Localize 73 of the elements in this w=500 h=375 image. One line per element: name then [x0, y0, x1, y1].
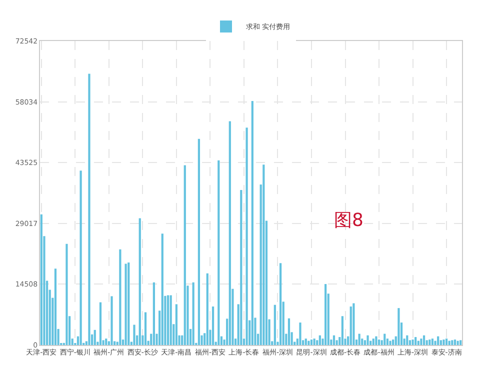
bar [274, 304, 276, 345]
bar [341, 316, 344, 345]
bar [105, 338, 108, 345]
bar [152, 282, 155, 345]
bar [166, 295, 170, 345]
bar [119, 249, 122, 345]
bar [170, 295, 172, 345]
bar [144, 312, 147, 345]
bar [324, 284, 327, 345]
bar [437, 336, 440, 345]
bar [442, 340, 445, 345]
annotation: 图8 [334, 210, 364, 231]
bar [460, 340, 462, 345]
bar [88, 74, 90, 345]
bar [66, 244, 68, 345]
bar [138, 218, 141, 345]
bar [454, 340, 456, 345]
bar [358, 334, 360, 345]
bar [389, 340, 392, 345]
bar [451, 340, 454, 345]
bar [366, 335, 369, 345]
bar [218, 160, 220, 345]
bar [372, 338, 374, 345]
bar [378, 340, 380, 345]
bar [206, 273, 208, 345]
bar [310, 340, 313, 345]
bar [384, 334, 386, 345]
bar [212, 306, 214, 345]
bar [240, 190, 242, 345]
bar [318, 335, 321, 345]
bar [440, 340, 442, 345]
bar [456, 340, 459, 345]
bar [184, 165, 186, 345]
bar [94, 330, 96, 345]
bar [288, 318, 290, 345]
bar [304, 338, 307, 345]
bar [228, 121, 231, 345]
bar [420, 338, 422, 345]
bar [352, 303, 355, 345]
bar [198, 138, 200, 345]
bar [445, 338, 448, 345]
bar [128, 262, 130, 345]
bar [99, 302, 102, 345]
bar [262, 164, 265, 345]
bar [431, 338, 434, 345]
bar [412, 340, 414, 345]
bar [175, 304, 178, 345]
bar [398, 308, 400, 345]
bar [350, 306, 352, 345]
bar [434, 340, 436, 345]
bar [332, 335, 336, 345]
bar [279, 263, 282, 345]
bar [40, 214, 42, 345]
bar [299, 322, 302, 345]
bar [308, 340, 310, 345]
bar [417, 340, 420, 345]
bar [422, 335, 426, 345]
bar [192, 282, 194, 345]
bar [133, 324, 136, 345]
bar [414, 337, 417, 345]
bar [392, 340, 394, 345]
bar [110, 296, 113, 345]
bar [80, 170, 82, 345]
bar [375, 336, 378, 345]
bar [313, 338, 316, 345]
bar [54, 268, 57, 345]
bar [448, 340, 450, 345]
bar [246, 128, 248, 345]
bar [251, 101, 254, 345]
bar [161, 234, 164, 345]
bar [124, 264, 127, 345]
bar [406, 335, 408, 345]
bar [428, 340, 431, 345]
